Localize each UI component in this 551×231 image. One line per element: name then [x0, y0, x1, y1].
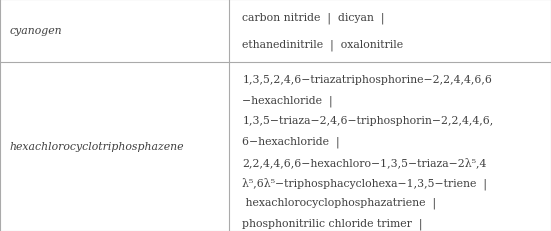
- Text: ethanedinitrile  |  oxalonitrile: ethanedinitrile | oxalonitrile: [242, 39, 403, 51]
- Text: −hexachloride  |: −hexachloride |: [242, 95, 333, 107]
- Text: hexachlorocyclotriphosphazene: hexachlorocyclotriphosphazene: [10, 142, 185, 152]
- Text: phosphonitrilic chloride trimer  |: phosphonitrilic chloride trimer |: [242, 217, 423, 229]
- Text: cyanogen: cyanogen: [10, 26, 63, 36]
- Text: λ⁵,6λ⁵−triphosphacyclohexa−1,3,5−triene  |: λ⁵,6λ⁵−triphosphacyclohexa−1,3,5−triene …: [242, 177, 488, 189]
- Text: 1,3,5−triaza−2,4,6−triphosphorin−2,2,4,4,6,: 1,3,5−triaza−2,4,6−triphosphorin−2,2,4,4…: [242, 116, 494, 126]
- Text: carbon nitride  |  dicyan  |: carbon nitride | dicyan |: [242, 13, 385, 24]
- Text: 2,2,4,4,6,6−hexachloro−1,3,5−triaza−2λ⁵,4: 2,2,4,4,6,6−hexachloro−1,3,5−triaza−2λ⁵,…: [242, 156, 487, 167]
- Text: 1,3,5,2,4,6−triazatriphosphorine−2,2,4,4,6,6: 1,3,5,2,4,6−triazatriphosphorine−2,2,4,4…: [242, 75, 492, 85]
- Text: 6−hexachloride  |: 6−hexachloride |: [242, 136, 340, 148]
- Text: hexachlorocyclophosphazatriene  |: hexachlorocyclophosphazatriene |: [242, 197, 436, 209]
